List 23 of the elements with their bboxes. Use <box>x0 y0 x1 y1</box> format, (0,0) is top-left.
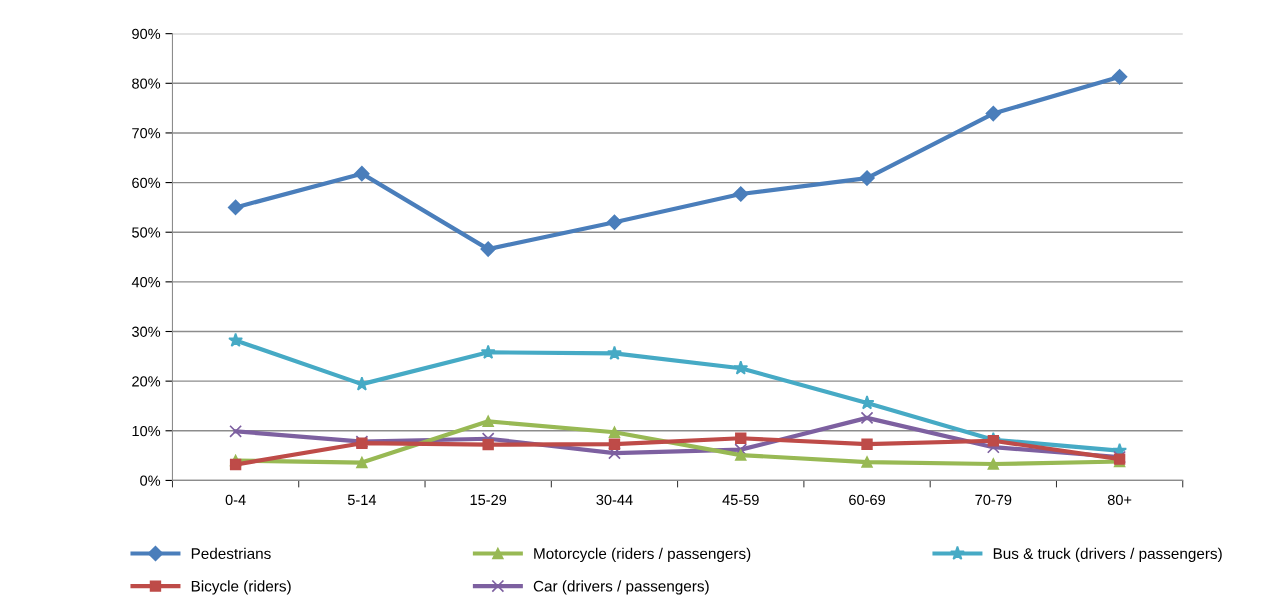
x-tick-label: 70-79 <box>975 494 1012 506</box>
legend-label: Pedestrians <box>191 547 271 559</box>
legend-label: Car (drivers / passengers) <box>533 580 709 595</box>
x-tick-label: 30-44 <box>596 494 633 506</box>
y-tick-label: 60% <box>132 177 161 189</box>
y-tick-label: 80% <box>132 78 161 89</box>
y-tick-label: 90% <box>132 28 161 40</box>
y-tick-label: 70% <box>132 128 161 139</box>
x-tick-label: 60-69 <box>849 494 885 506</box>
y-tick-label: 50% <box>132 227 161 238</box>
y-tick-label: 20% <box>132 376 161 387</box>
x-tick-label: 15-29 <box>470 494 507 506</box>
x-tick-label: 5-14 <box>347 494 377 506</box>
y-tick-label: 30% <box>132 326 161 337</box>
y-tick-label: 10% <box>132 425 161 437</box>
x-tick-label: 0-4 <box>225 494 246 506</box>
x-tick-label: 45-59 <box>722 494 759 506</box>
y-tick-label: 40% <box>131 276 161 288</box>
x-tick-label: 80+ <box>1107 494 1132 506</box>
legend-label: Bicycle (riders) <box>191 580 291 595</box>
y-tick-label: 0% <box>140 475 161 486</box>
legend-label: Motorcycle (riders / passengers) <box>534 547 751 563</box>
legend-label: Bus & truck (drivers / passengers) <box>993 547 1222 563</box>
